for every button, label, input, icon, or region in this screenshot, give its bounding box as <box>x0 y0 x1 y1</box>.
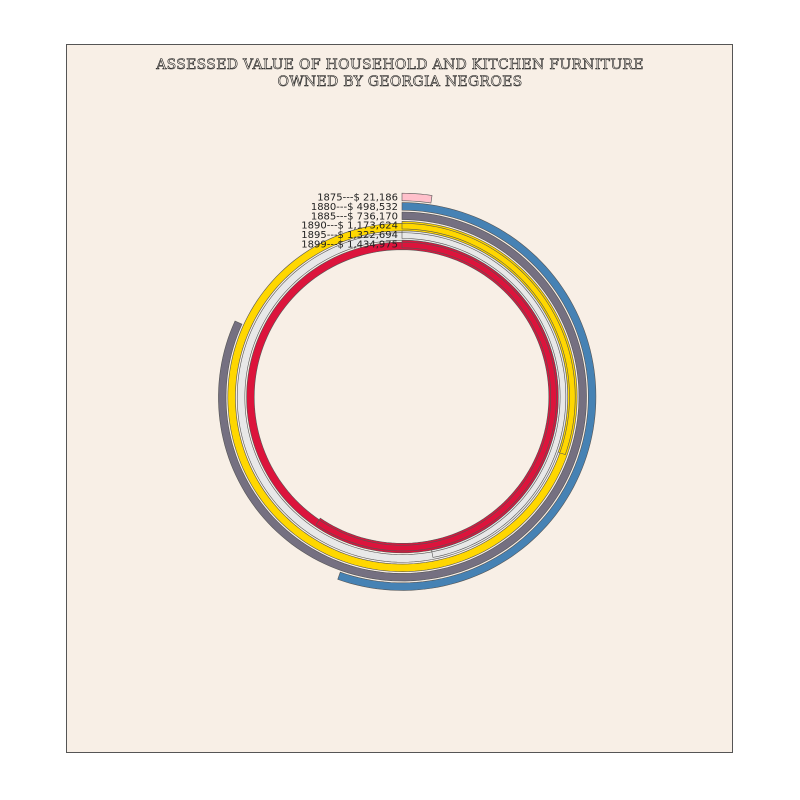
spiral-arc-1899 <box>246 239 559 554</box>
spiral-arc-1880 <box>337 202 597 591</box>
chart-figure: ASSESSED VALUE OF HOUSEHOLD AND KITCHEN … <box>66 44 733 753</box>
spiral-arc-1890 <box>227 221 578 572</box>
chart-title-line-2: OWNED BY GEORGIA NEGROES <box>277 74 522 90</box>
chart-svg: ASSESSED VALUE OF HOUSEHOLD AND KITCHEN … <box>155 57 644 591</box>
series-label-1885: 1885---$ 736,170 <box>311 211 398 222</box>
spiral-arc-1875 <box>401 192 433 204</box>
spiral-arc-1885 <box>218 211 587 582</box>
spiral-arc-1895 <box>236 230 569 563</box>
chart-title-line-1: ASSESSED VALUE OF HOUSEHOLD AND KITCHEN … <box>155 57 644 73</box>
series-label-1890: 1890---$ 1,173,624 <box>301 221 398 232</box>
series-label-1880: 1880---$ 498,532 <box>311 202 398 213</box>
series-label-1875: 1875---$ 21,186 <box>317 193 398 204</box>
series-label-1899: 1899---$ 1,434,975 <box>301 240 398 251</box>
series-label-1895: 1895---$ 1,322,694 <box>301 230 398 241</box>
spiral-arcs <box>218 192 597 591</box>
